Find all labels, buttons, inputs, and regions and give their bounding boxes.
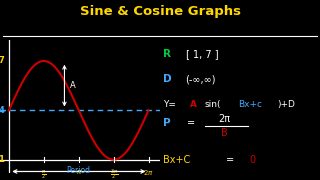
- Text: B: B: [220, 127, 228, 138]
- Text: A: A: [70, 81, 76, 90]
- Text: 0: 0: [250, 156, 256, 165]
- Text: R: R: [163, 49, 171, 59]
- Text: Bx+c: Bx+c: [238, 100, 262, 109]
- Text: A: A: [190, 100, 197, 109]
- Text: $2\pi$: $2\pi$: [143, 168, 154, 177]
- Text: Bx+C: Bx+C: [163, 156, 190, 165]
- Text: )+D: )+D: [277, 100, 295, 109]
- Text: 1: 1: [0, 155, 4, 164]
- Text: $\pi$: $\pi$: [76, 168, 82, 176]
- Text: $\frac{\pi}{2}$: $\frac{\pi}{2}$: [41, 168, 46, 180]
- Text: $\frac{3\pi}{2}$: $\frac{3\pi}{2}$: [109, 168, 118, 180]
- Text: D: D: [163, 74, 172, 84]
- Text: 2π: 2π: [218, 114, 230, 124]
- Text: P: P: [163, 118, 171, 128]
- Text: [ 1, 7 ]: [ 1, 7 ]: [186, 49, 218, 59]
- Text: 4: 4: [0, 106, 4, 115]
- Text: Period: Period: [67, 166, 91, 175]
- Text: (-∞,∞): (-∞,∞): [186, 74, 216, 84]
- Text: sin(: sin(: [205, 100, 221, 109]
- Text: =: =: [187, 118, 195, 128]
- Text: =: =: [226, 156, 234, 165]
- Text: 7: 7: [0, 57, 4, 66]
- Text: Y=: Y=: [163, 100, 176, 109]
- Text: Sine & Cosine Graphs: Sine & Cosine Graphs: [79, 5, 241, 18]
